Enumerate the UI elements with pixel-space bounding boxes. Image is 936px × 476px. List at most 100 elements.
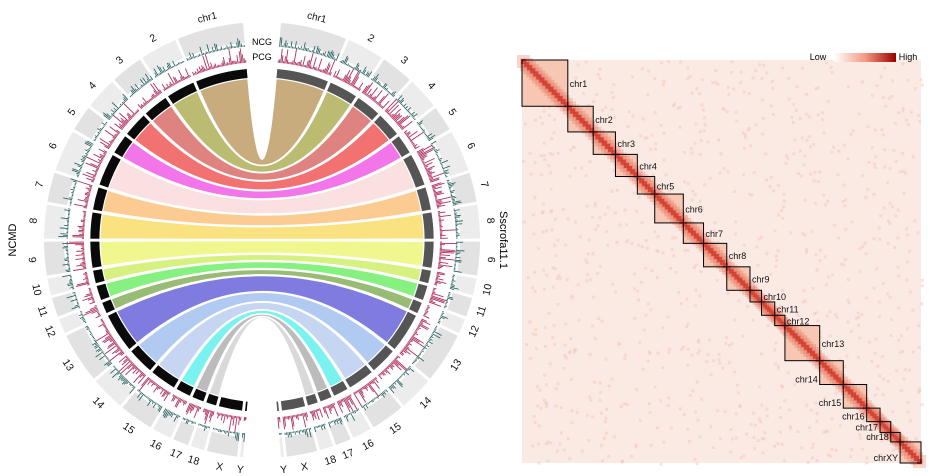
heatmap-cell [739,456,743,460]
right-ncg-bar [388,91,391,94]
left-ncg-bar [140,84,143,88]
heatmap-cell [531,332,535,336]
diagonal-cell [548,86,554,92]
right-ncg-bar [425,344,430,348]
heatmap-cell [531,444,535,448]
left-pcg-bar [85,196,90,199]
diagonal-cell [636,175,642,181]
right-pcg-bar [327,405,332,415]
heatmap-cell [776,364,780,368]
right-ncg-bar [367,71,373,78]
heatmap-cell [810,456,814,460]
heatmap-cell [901,106,905,110]
heatmap-cell [544,401,548,405]
diagonal-cell [786,327,792,333]
heatmap-cell [554,254,558,258]
right-pcg-bar [418,147,435,157]
heatmap-cell [762,63,766,67]
diagonal-cell [576,114,582,121]
right-pcg-bar [385,367,388,370]
right-pcg-bar [436,200,451,205]
right-ncg-bar [389,385,393,389]
left-pcg-bar [142,373,146,377]
synteny-link-8 [99,240,425,268]
left-ncg-bar [103,353,106,356]
heatmap-cell [669,426,673,430]
heatmap-cell [859,436,863,440]
heatmap-cell [615,188,619,192]
left-pcg-bar [147,100,150,103]
left-ncg-bar [105,121,108,124]
heatmap-cell [671,104,675,108]
left-ncg-bar [141,392,144,395]
heatmap-cell [596,271,600,275]
heatmap-cell [790,115,794,119]
chromosome-box-15 [866,407,881,423]
heatmap-cell [647,402,651,406]
right-pcg-bar [380,371,385,376]
left-ncg-bar [116,108,119,111]
diagonal-cell [798,339,804,345]
right-ncg-bar [364,73,366,76]
heatmap-cell [795,85,799,89]
heatmap-cell [870,146,874,150]
right-pcg-bar [415,329,418,332]
left-ncg-bar [202,52,205,56]
right-ncg-bar [428,137,434,142]
left-pcg-bar [194,72,196,76]
right-ncg-bar [347,413,349,416]
left-pcg-bar [166,83,170,89]
heatmap-cell [782,459,786,463]
left-ncg-bar [63,197,73,201]
diagonal-halo [913,454,926,468]
diagonal-cell [668,207,673,213]
heatmap-cell [734,220,738,224]
left-pcg-bar [163,390,168,397]
left-pcg-bar [119,125,124,130]
heatmap-cell [807,135,811,139]
right-pcg-bar [355,391,358,394]
synteny-link-0 [198,77,326,166]
left-pcg-bar [200,68,203,73]
heatmap-cell [659,123,663,127]
left-pcg-bar [209,410,214,423]
diagonal-cell [902,443,908,449]
right-pcg-bar [286,59,289,64]
right-pcg-bar [435,279,438,281]
heatmap-cell [580,449,584,453]
left-pcg-bar [127,362,134,370]
diagonal-cell [623,162,629,169]
heatmap-cell [587,238,591,242]
right-pcg-bar [340,78,342,81]
heatmap-cell [536,404,540,408]
right-chr-band-14 [363,392,402,428]
diagonal-cell [696,236,702,242]
diagonal-cell [711,251,717,257]
heatmap-cell [638,340,642,344]
synteny-links [99,77,425,397]
left-ncg-bar [186,419,190,424]
left-ncg-bar [110,113,114,116]
heatmap-cell [615,240,619,244]
right-ncg-bar [384,390,386,392]
right-pcg-bar [435,200,442,203]
diagonal-cell [542,80,548,86]
left-pcg-bar [85,162,100,170]
right-pcg-bar [424,311,428,314]
right-ncg-bar [304,47,307,51]
left-pcg-bar [124,119,129,123]
heatmap-cell [698,92,702,96]
left-ncg-bar [85,154,88,157]
heatmap-cell [712,359,716,363]
left-pcg-bar [204,409,208,415]
diagonal-cell [728,268,734,274]
left-ncg-bar [84,321,87,324]
left-pcg-bar [105,327,108,330]
right-ncg-bar [455,220,463,222]
diagonal-cell [670,210,676,216]
left-ncg-bar [67,284,74,287]
heatmap-cell [796,313,800,317]
left-pcg-bar [112,136,116,140]
heatmap-label-10: chr11 [777,305,799,315]
heatmap-cell [741,334,745,338]
